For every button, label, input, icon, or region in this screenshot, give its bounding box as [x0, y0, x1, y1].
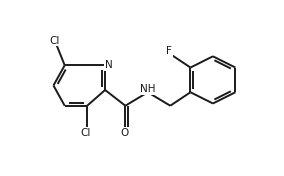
- Text: O: O: [120, 128, 128, 138]
- Text: Cl: Cl: [81, 128, 91, 138]
- Text: NH: NH: [140, 84, 156, 94]
- Text: F: F: [166, 46, 172, 56]
- Text: N: N: [105, 60, 112, 70]
- Text: Cl: Cl: [49, 36, 60, 46]
